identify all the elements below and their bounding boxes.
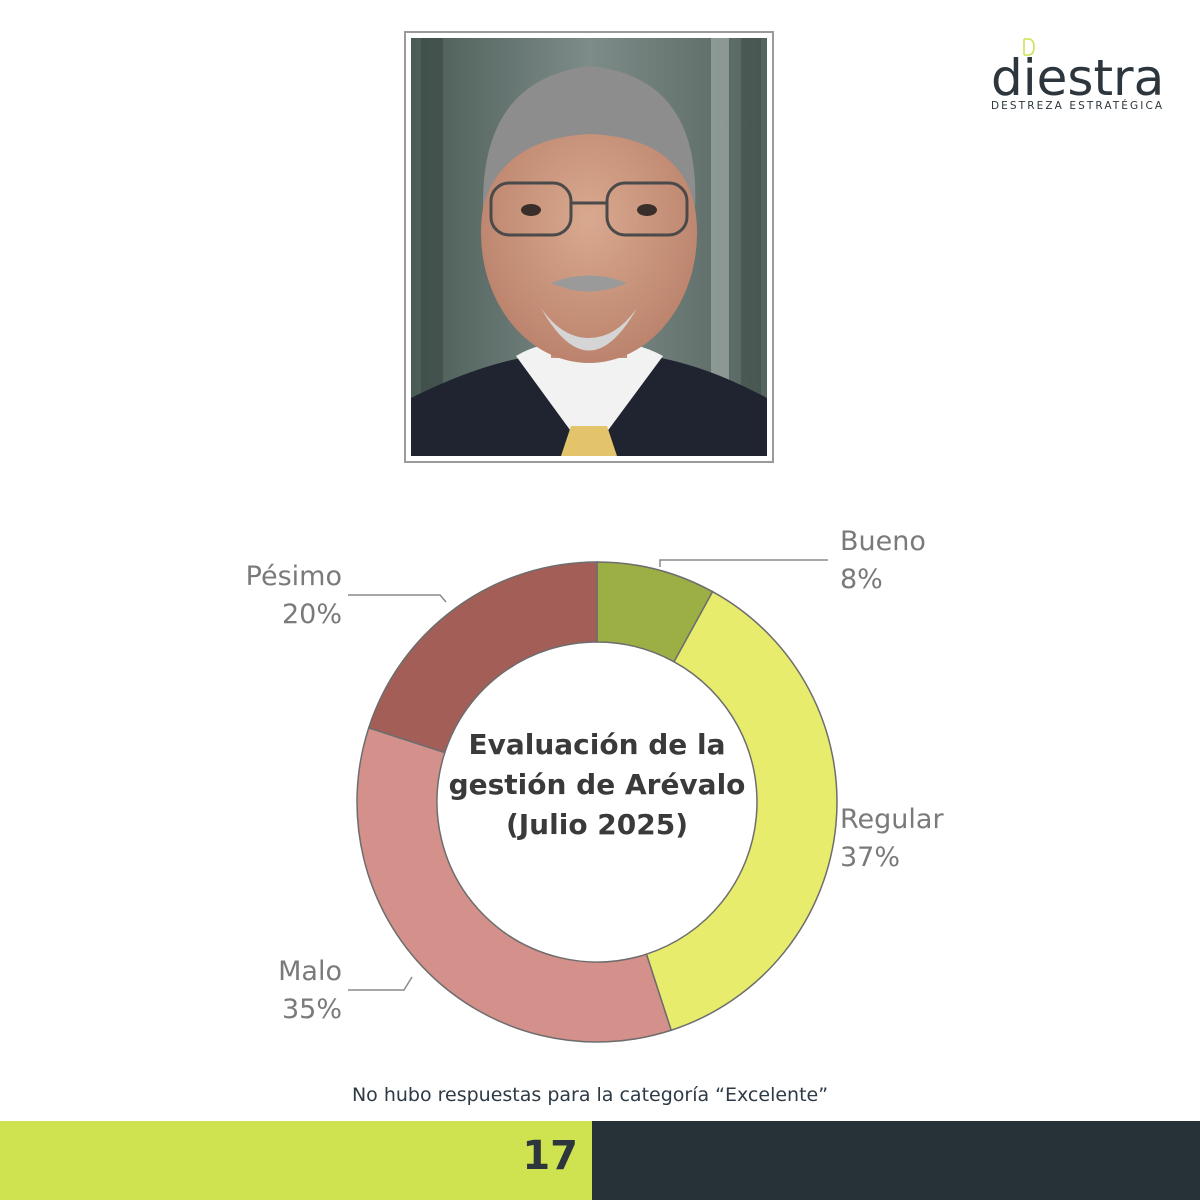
portrait-photo — [404, 31, 774, 463]
label-bueno-value: 8% — [840, 564, 883, 595]
footnote: No hubo respuestas para la categoría “Ex… — [351, 1084, 829, 1106]
brand-logo: diestra DESTREZA ESTRATÉGICA — [985, 38, 1175, 118]
slice-malo — [356, 726, 673, 1043]
donut-slices — [356, 561, 838, 1043]
slice-regular — [645, 590, 838, 1032]
logo-wordmark: diestra — [991, 49, 1165, 107]
label-bueno: Bueno 8% — [840, 523, 926, 599]
label-regular-name: Regular — [840, 804, 944, 835]
label-malo: Malo 35% — [200, 953, 342, 1029]
label-bueno-name: Bueno — [840, 526, 926, 557]
leader-line-bueno — [659, 559, 828, 567]
page-number: 17 — [522, 1133, 578, 1179]
footer-right-band — [592, 1121, 1200, 1200]
label-malo-value: 35% — [281, 994, 342, 1025]
portrait-illustration — [411, 38, 767, 456]
label-regular: Regular 37% — [840, 801, 944, 877]
label-pesimo-name: Pésimo — [245, 561, 342, 592]
slice-pesimo — [367, 561, 598, 754]
donut-chart — [348, 559, 838, 1043]
label-regular-value: 37% — [840, 842, 901, 873]
leader-line-malo — [348, 976, 413, 991]
label-malo-name: Malo — [278, 956, 342, 987]
callout-lines — [348, 559, 828, 991]
logo-d-mark — [1023, 38, 1035, 56]
footer-left-band: 17 — [0, 1121, 592, 1200]
leader-line-pesimo — [348, 594, 447, 603]
chart-title: Evaluación de la gestión de Arévalo (Jul… — [448, 728, 746, 841]
logo-tagline: DESTREZA ESTRATÉGICA — [991, 100, 1165, 112]
label-pesimo: Pésimo 20% — [200, 558, 342, 634]
label-pesimo-value: 20% — [281, 599, 342, 630]
